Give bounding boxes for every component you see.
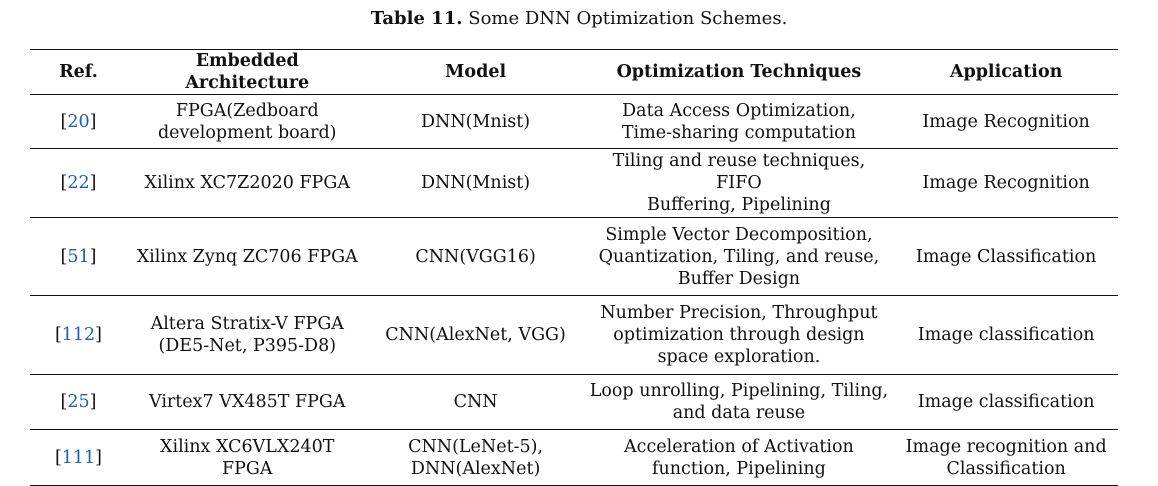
cell-model: DNN(Mnist)	[367, 94, 584, 149]
cell-architecture-line: Xilinx XC7Z2020 FPGA	[144, 173, 350, 193]
reference-link[interactable]: 22	[67, 173, 90, 193]
reference-link[interactable]: 20	[67, 111, 90, 132]
cell-architecture-line: (DE5-Net, P395-D8)	[158, 336, 337, 356]
reference-link[interactable]: 112	[61, 325, 96, 345]
cell-optimization-line: Quantization, Tiling, and reuse,	[598, 246, 880, 267]
cell-application: Image Recognition	[894, 148, 1118, 218]
cell-application: Image Recognition	[894, 94, 1118, 149]
table-caption: Table 11. Some DNN Optimization Schemes.	[0, 8, 1158, 29]
cell-optimization: Loop unrolling, Pipelining, Tiling, and d…	[583, 374, 895, 430]
cell-model: CNN(AlexNet, VGG)	[367, 295, 584, 375]
table-row: [22] Xilinx XC7Z2020 FPGA DNN(Mnist) Tiling…	[30, 148, 1118, 218]
table-body: [20] FPGA(Zedboard development board) DNN(M…	[30, 94, 1118, 486]
cell-application: Image classification	[894, 295, 1118, 375]
cell-optimization-line: Buffer Design	[677, 268, 801, 289]
cell-application-line: Image classification	[917, 325, 1095, 345]
cell-application-line: Image Recognition	[922, 111, 1090, 132]
cell-architecture: FPGA(Zedboard development board)	[126, 94, 368, 149]
cell-model-line: CNN(AlexNet, VGG)	[385, 325, 566, 345]
cell-optimization-line: Simple Vector Decomposition,	[605, 224, 873, 245]
table-header-row: Ref. Embedded Architecture Model Optimiz…	[30, 49, 1118, 95]
cell-model-line: CNN(VGG16)	[415, 246, 536, 267]
cell-optimization-line: space exploration.	[657, 347, 821, 367]
cell-architecture: Xilinx Zynq ZC706 FPGA	[126, 217, 368, 296]
cell-architecture-line: FPGA	[221, 458, 273, 479]
caption-label: Table 11.	[370, 8, 463, 29]
header-application: Application	[894, 49, 1118, 95]
cell-architecture: Altera Stratix-V FPGA (DE5-Net, P395-D8)	[126, 295, 368, 375]
cell-architecture-line: Virtex7 VX485T FPGA	[148, 392, 346, 412]
table-row: [25] Virtex7 VX485T FPGA CNN Loop unrolling…	[30, 374, 1118, 430]
cell-architecture: Xilinx XC6VLX240T FPGA	[126, 429, 368, 486]
cell-architecture-line: Altera Stratix-V FPGA	[150, 314, 344, 334]
cell-ref: [51]	[30, 217, 127, 296]
reference-link[interactable]: 51	[67, 246, 90, 267]
cell-application: Image Classification	[894, 217, 1118, 296]
cell-architecture-line: Xilinx XC6VLX240T	[160, 436, 335, 457]
table-row: [51] Xilinx Zynq ZC706 FPGA CNN(VGG16) Simp…	[30, 217, 1118, 296]
cell-application-line: Image classification	[917, 392, 1095, 412]
cell-model: CNN(LeNet-5), DNN(AlexNet)	[367, 429, 584, 486]
cell-optimization-line: Tiling and reuse techniques, FIFO	[612, 151, 866, 193]
cell-model: DNN(Mnist)	[367, 148, 584, 218]
cell-optimization-line: Time-sharing computation	[621, 122, 856, 143]
cell-model: CNN	[367, 374, 584, 430]
cell-application-line: Image recognition and	[905, 436, 1107, 457]
table-row: [111] Xilinx XC6VLX240T FPGA CNN(LeNet-5), D…	[30, 429, 1118, 486]
cell-optimization-line: Buffering, Pipelining	[646, 195, 831, 215]
cell-ref: [20]	[30, 94, 127, 149]
cell-optimization-line: Loop unrolling, Pipelining, Tiling,	[589, 381, 889, 401]
cell-ref: [111]	[30, 429, 127, 486]
cell-application: Image classification	[894, 374, 1118, 430]
cell-ref: [22]	[30, 148, 127, 218]
header-optimization: Optimization Techniques	[583, 49, 895, 95]
cell-model-line: CNN	[453, 392, 498, 412]
cell-optimization: Tiling and reuse techniques, FIFO Bufferi…	[583, 148, 895, 218]
reference-link[interactable]: 25	[67, 392, 90, 412]
cell-architecture-line: development board)	[157, 122, 337, 143]
cell-model-line: CNN(LeNet-5),	[408, 436, 544, 457]
cell-application-line: Classification	[946, 458, 1066, 479]
header-model: Model	[367, 49, 584, 95]
cell-model-line: DNN(Mnist)	[421, 173, 531, 193]
cell-architecture-line: Xilinx Zynq ZC706 FPGA	[136, 246, 358, 267]
cell-optimization: Simple Vector Decomposition, Quantization…	[583, 217, 895, 296]
cell-model: CNN(VGG16)	[367, 217, 584, 296]
reference-link[interactable]: 111	[61, 447, 96, 468]
caption-text: Some DNN Optimization Schemes.	[468, 8, 788, 29]
cell-application-line: Image Classification	[915, 246, 1097, 267]
cell-optimization: Data Access Optimization, Time-sharing co…	[583, 94, 895, 149]
cell-optimization-line: Data Access Optimization,	[622, 100, 856, 121]
cell-application: Image recognition and Classification	[894, 429, 1118, 486]
header-ref: Ref.	[30, 49, 127, 95]
cell-optimization-line: Number Precision, Throughput	[600, 303, 878, 323]
cell-optimization-line: Acceleration of Activation	[624, 436, 854, 457]
optimization-schemes-table: Ref. Embedded Architecture Model Optimiz…	[30, 49, 1118, 486]
cell-ref: [112]	[30, 295, 127, 375]
cell-ref: [25]	[30, 374, 127, 430]
cell-optimization: Acceleration of Activation function, Pipe…	[583, 429, 895, 486]
cell-optimization-line: function, Pipelining	[652, 458, 826, 479]
cell-optimization-line: optimization through design	[613, 325, 865, 345]
cell-optimization: Number Precision, Throughput optimization…	[583, 295, 895, 375]
table-row: [20] FPGA(Zedboard development board) DNN(M…	[30, 94, 1118, 149]
cell-model-line: DNN(AlexNet)	[410, 458, 541, 479]
table-row: [112] Altera Stratix-V FPGA (DE5-Net, P395…	[30, 295, 1118, 375]
cell-application-line: Image Recognition	[922, 173, 1090, 193]
cell-architecture: Xilinx XC7Z2020 FPGA	[126, 148, 368, 218]
cell-optimization-line: and data reuse	[672, 403, 806, 423]
cell-architecture-line: FPGA(Zedboard	[175, 100, 319, 121]
cell-model-line: DNN(Mnist)	[421, 111, 531, 132]
cell-architecture: Virtex7 VX485T FPGA	[126, 374, 368, 430]
header-architecture: Embedded Architecture	[126, 49, 368, 95]
